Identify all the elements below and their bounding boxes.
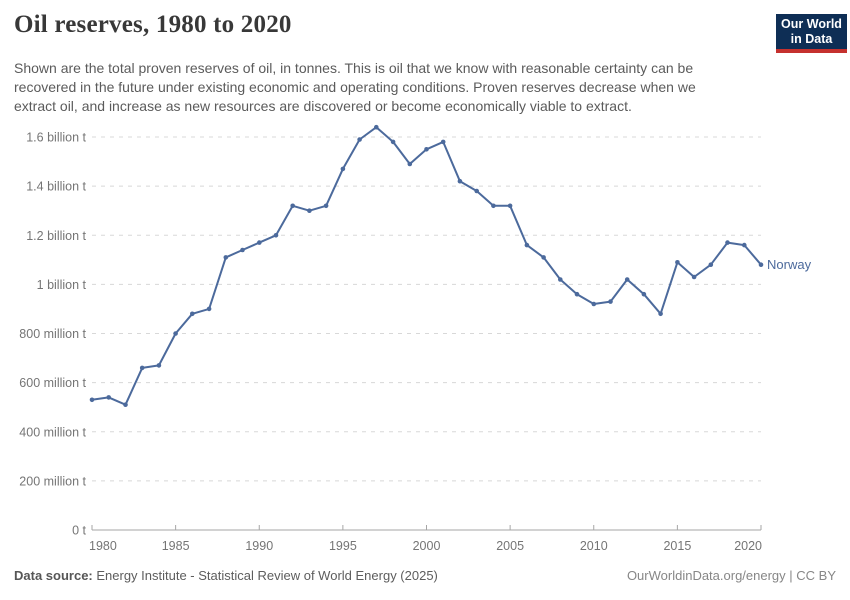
- data-point[interactable]: [407, 161, 413, 167]
- data-point[interactable]: [240, 247, 245, 253]
- y-axis-tick-label: 1.4 billion t: [26, 180, 86, 194]
- data-point[interactable]: [223, 255, 229, 260]
- owid-logo-line2: in Data: [790, 31, 833, 46]
- series-line-norway[interactable]: [91, 126, 762, 406]
- subtitle-line: extract oil, and increase as new resourc…: [14, 98, 632, 114]
- data-source-text: Energy Institute - Statistical Review of…: [92, 568, 438, 583]
- data-point[interactable]: [357, 137, 362, 142]
- data-point[interactable]: [507, 203, 513, 209]
- data-point[interactable]: [424, 147, 429, 152]
- x-axis-tick-label: 2015: [663, 539, 691, 553]
- data-point[interactable]: [524, 242, 530, 248]
- data-point[interactable]: [173, 331, 178, 336]
- x-axis-tick-label: 2020: [734, 539, 762, 553]
- data-point[interactable]: [708, 262, 714, 267]
- x-axis-tick-label: 1995: [329, 539, 357, 553]
- data-point[interactable]: [390, 139, 396, 145]
- data-point[interactable]: [691, 274, 697, 280]
- data-point[interactable]: [725, 240, 730, 245]
- data-source: Data source: Energy Institute - Statisti…: [14, 568, 438, 583]
- chart-footer: Data source: Energy Institute - Statisti…: [14, 568, 836, 583]
- y-axis-tick-label: 600 million t: [19, 376, 86, 390]
- data-point[interactable]: [257, 240, 262, 245]
- data-point[interactable]: [474, 188, 480, 194]
- data-point[interactable]: [541, 255, 546, 260]
- page-title: Oil reserves, 1980 to 2020: [14, 11, 292, 38]
- data-point[interactable]: [206, 306, 212, 312]
- data-point[interactable]: [156, 363, 162, 368]
- y-axis-tick-label: 800 million t: [19, 327, 86, 341]
- x-axis-tick-label: 1985: [162, 539, 190, 553]
- data-point[interactable]: [591, 301, 597, 307]
- y-axis-tick-label: 400 million t: [19, 425, 86, 439]
- data-point[interactable]: [323, 203, 329, 209]
- data-point[interactable]: [273, 233, 279, 238]
- data-point[interactable]: [340, 166, 346, 172]
- subtitle-line: recovered in the future under existing e…: [14, 79, 696, 95]
- owid-logo-line1: Our World: [781, 16, 842, 31]
- data-point[interactable]: [374, 124, 379, 130]
- y-axis-tick-label: 1.2 billion t: [26, 229, 86, 243]
- owid-logo[interactable]: Our World in Data: [776, 14, 847, 53]
- data-point[interactable]: [290, 203, 296, 209]
- data-point[interactable]: [758, 262, 764, 267]
- subtitle-line: Shown are the total proven reserves of o…: [14, 60, 694, 76]
- data-point[interactable]: [742, 242, 747, 248]
- data-point[interactable]: [440, 139, 446, 145]
- data-point[interactable]: [307, 208, 312, 213]
- data-point[interactable]: [675, 260, 680, 265]
- data-point[interactable]: [89, 397, 95, 403]
- data-point[interactable]: [491, 203, 496, 209]
- x-axis-tick-label: 2005: [496, 539, 524, 553]
- data-point[interactable]: [658, 311, 663, 317]
- data-point[interactable]: [574, 291, 580, 297]
- data-point[interactable]: [608, 299, 613, 304]
- x-axis-tick-label: 2000: [413, 539, 441, 553]
- credit-link[interactable]: OurWorldinData.org/energy | CC BY: [626, 568, 836, 583]
- data-point[interactable]: [106, 395, 111, 400]
- series-end-label[interactable]: Norway: [767, 257, 812, 272]
- data-point[interactable]: [624, 277, 630, 282]
- data-source-label: Data source:: [14, 568, 93, 583]
- data-point[interactable]: [190, 311, 195, 317]
- line-chart-canvas[interactable]: 0 t 200 million t 400 million t 600 million…: [0, 115, 850, 555]
- x-axis-tick-label: 1990: [245, 539, 273, 553]
- data-point[interactable]: [139, 365, 145, 371]
- y-axis-tick-label: 200 million t: [19, 474, 86, 488]
- chart-subtitle: Shown are the total proven reserves of o…: [14, 59, 696, 116]
- y-axis-tick-label: 0 t: [72, 524, 86, 538]
- x-axis-tick-label: 2010: [580, 539, 608, 553]
- data-point[interactable]: [558, 277, 563, 282]
- x-axis-tick-label: 1980: [89, 539, 117, 553]
- data-point[interactable]: [641, 291, 647, 297]
- y-axis-tick-label: 1 billion t: [37, 278, 87, 292]
- data-point[interactable]: [457, 178, 463, 184]
- y-axis-tick-label: 1.6 billion t: [26, 131, 86, 145]
- data-point[interactable]: [123, 402, 128, 408]
